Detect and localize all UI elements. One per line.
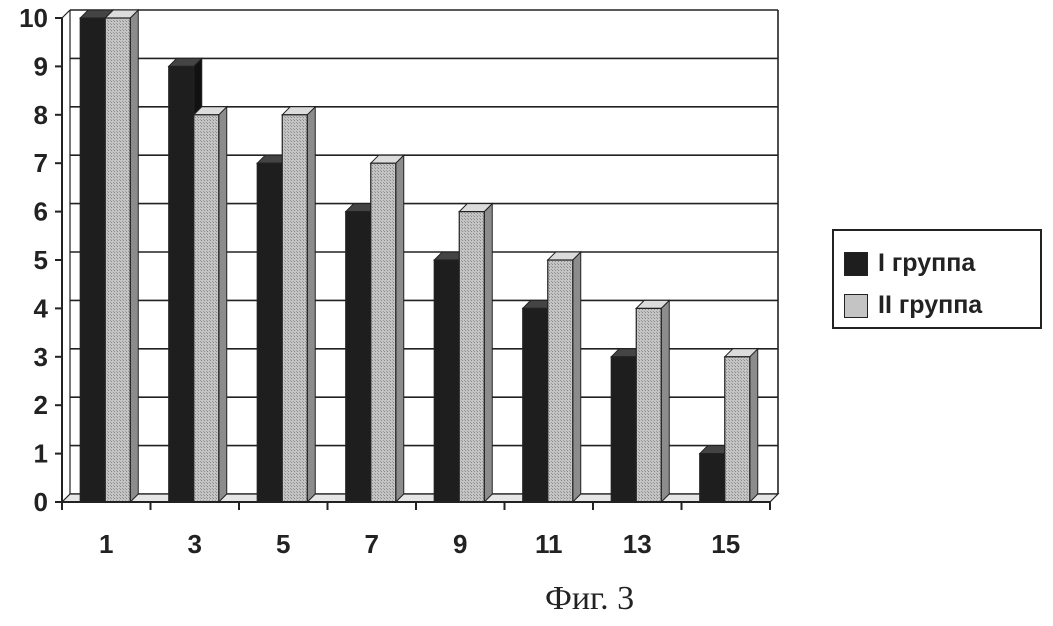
bar-front-s1-1 bbox=[80, 18, 105, 502]
legend: I группа II группа bbox=[832, 229, 1042, 329]
bar-front-s2-11 bbox=[548, 260, 573, 502]
bar-front-s2-3 bbox=[194, 115, 219, 502]
bar-front-s2-13 bbox=[636, 308, 661, 502]
bar-s2-9 bbox=[459, 204, 492, 502]
bar-side-s2-1 bbox=[130, 10, 138, 502]
bar-front-s2-5 bbox=[282, 115, 307, 502]
bar-s2-1 bbox=[105, 10, 138, 502]
legend-swatch-group-2 bbox=[844, 294, 868, 318]
bar-front-s1-11 bbox=[523, 308, 548, 502]
bar-side-s2-3 bbox=[219, 107, 227, 502]
bar-front-s1-5 bbox=[257, 163, 282, 502]
y-tick-label-9: 9 bbox=[34, 51, 48, 81]
y-tick-label-10: 10 bbox=[19, 3, 48, 33]
bar-s2-5 bbox=[282, 107, 315, 502]
bar-front-s1-13 bbox=[611, 357, 636, 502]
bar-front-s2-7 bbox=[371, 163, 396, 502]
legend-swatch-group-1 bbox=[844, 252, 868, 276]
y-tick-label-6: 6 bbox=[34, 197, 48, 227]
y-axis-top-edge bbox=[62, 10, 70, 18]
y-tick-label-7: 7 bbox=[34, 148, 48, 178]
y-tick-label-3: 3 bbox=[34, 342, 48, 372]
y-axis: 0 1 2 3 4 5 6 7 8 9 10 bbox=[19, 3, 70, 517]
bar-side-s2-11 bbox=[573, 252, 581, 502]
y-tick-label-1: 1 bbox=[34, 439, 48, 469]
bar-s2-3 bbox=[194, 107, 227, 502]
bar-side-s2-13 bbox=[661, 300, 669, 502]
bar-front-s1-15 bbox=[700, 454, 725, 502]
x-tick-label-13: 13 bbox=[623, 529, 652, 559]
y-tick-label-8: 8 bbox=[34, 100, 48, 130]
x-tick-label-5: 5 bbox=[276, 529, 290, 559]
y-tick-label-5: 5 bbox=[34, 245, 48, 275]
bars bbox=[80, 10, 758, 502]
bar-s2-7 bbox=[371, 155, 404, 502]
x-tick-label-3: 3 bbox=[188, 529, 202, 559]
legend-label-group-2: II группа bbox=[878, 291, 982, 320]
bar-front-s1-7 bbox=[346, 212, 371, 502]
bar-side-s2-7 bbox=[396, 155, 404, 502]
x-tick-label-15: 15 bbox=[711, 529, 740, 559]
y-tick-label-0: 0 bbox=[34, 487, 48, 517]
bar-s2-13 bbox=[636, 300, 669, 502]
legend-item-group-2: II группа bbox=[844, 291, 982, 320]
x-axis: 13579111315 bbox=[62, 502, 770, 559]
bar-front-s1-9 bbox=[434, 260, 459, 502]
legend-label-group-1: I группа bbox=[878, 249, 975, 278]
bar-front-s2-1 bbox=[105, 18, 130, 502]
y-tick-label-2: 2 bbox=[34, 390, 48, 420]
x-tick-label-7: 7 bbox=[365, 529, 379, 559]
figure-caption: Фиг. 3 bbox=[545, 580, 634, 618]
bar-side-s2-9 bbox=[484, 204, 492, 502]
bar-front-s1-3 bbox=[169, 66, 194, 502]
x-tick-label-11: 11 bbox=[535, 529, 563, 559]
bar-s2-15 bbox=[725, 349, 758, 502]
bar-side-s2-5 bbox=[307, 107, 315, 502]
bar-side-s2-15 bbox=[750, 349, 758, 502]
x-tick-label-1: 1 bbox=[99, 529, 113, 559]
bar-s2-11 bbox=[548, 252, 581, 502]
bar-front-s2-15 bbox=[725, 357, 750, 502]
x-tick-label-9: 9 bbox=[453, 529, 467, 559]
bar-front-s2-9 bbox=[459, 212, 484, 502]
y-tick-label-4: 4 bbox=[34, 293, 49, 323]
legend-item-group-1: I группа bbox=[844, 249, 975, 278]
